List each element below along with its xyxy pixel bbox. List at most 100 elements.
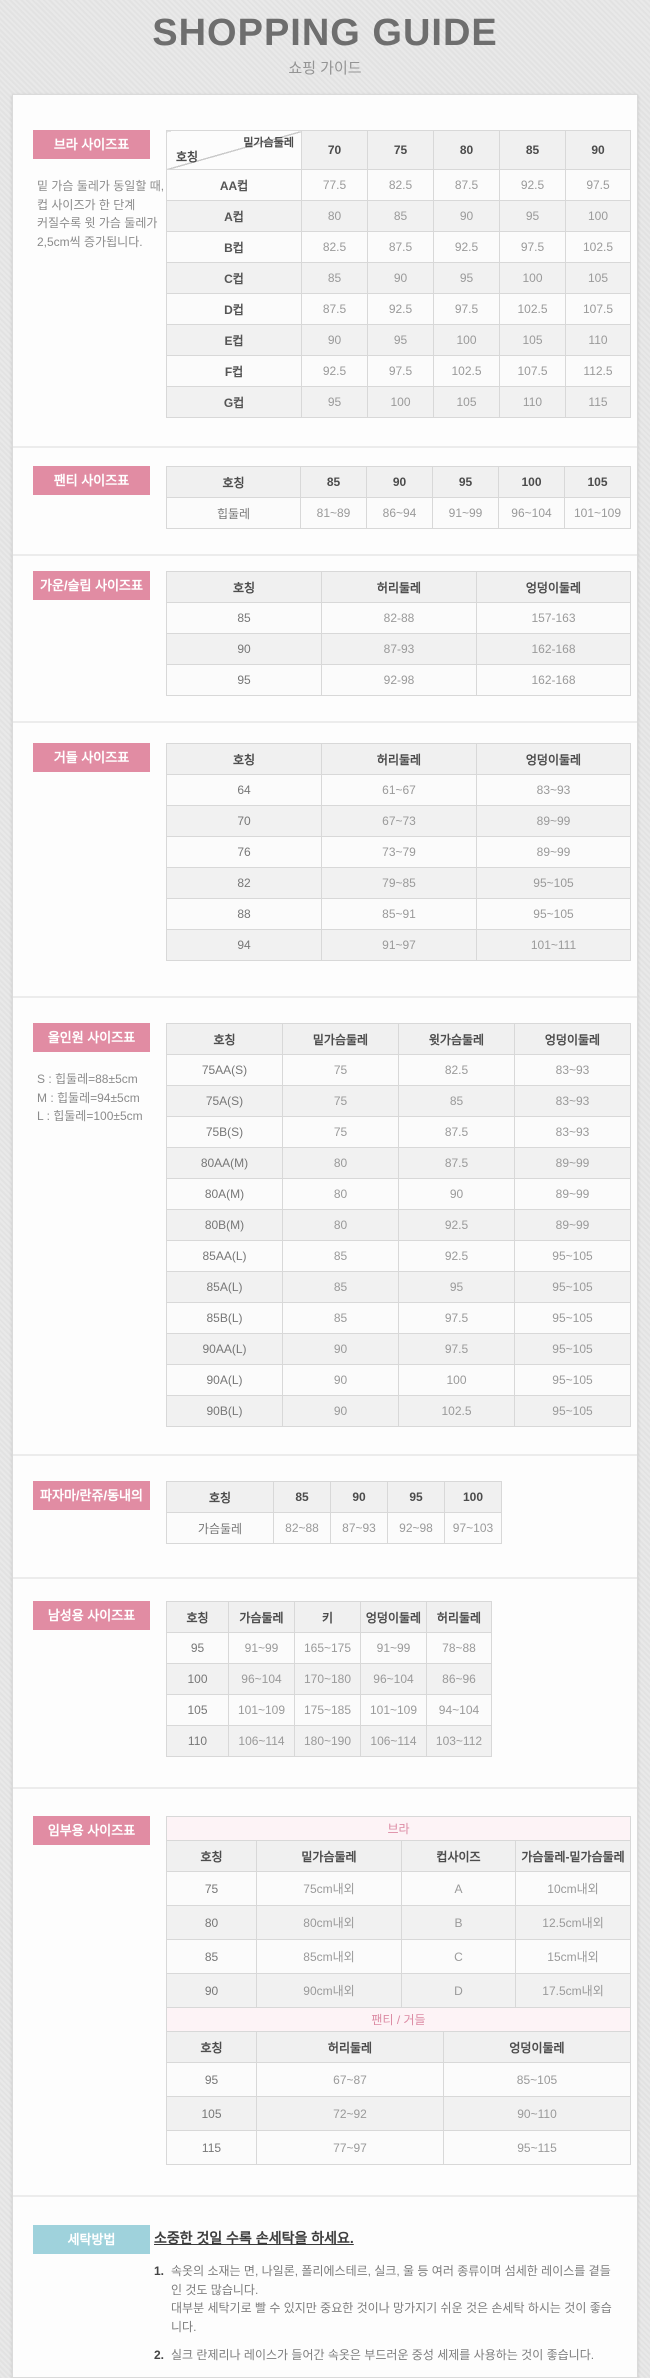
column-header: 호칭 [166,1481,274,1513]
row-label-cell: 76 [166,836,322,868]
table-row: B컵 82.5 87.5 92.5 97.5 102.5 [166,231,631,263]
bra-size-table: 밑가슴둘레 호칭 70 75 80 85 90 AA컵 77.5 82.5 87.5 92.5 97.5… [166,130,631,418]
row-label-cell: G컵 [166,386,302,418]
value-cell: 101~109 [360,1694,427,1726]
table-row: C컵 85 90 95 100 105 [166,262,631,294]
value-cell: 97.5 [367,355,434,387]
column-header: 엉덩이둘레 [360,1601,427,1633]
table-row: AA컵 77.5 82.5 87.5 92.5 97.5 [166,169,631,201]
value-cell: 96~104 [228,1663,295,1695]
table-row: 95 92-98 162-168 [166,664,631,696]
value-cell: 89~99 [476,805,631,837]
mens-section-label: 남성용 사이즈표 [33,1601,150,1630]
bra-section-note: 밑 가슴 둘레가 동일할 때, 컵 사이즈가 한 단계 커질수록 윗 가슴 둘레… [37,179,165,249]
value-cell: 92.5 [433,231,500,263]
section-bra-sizes: 브라 사이즈표 밑 가슴 둘레가 동일할 때, 컵 사이즈가 한 단계 커질수록… [13,95,637,446]
column-header: 80 [433,130,500,170]
value-cell: 89~99 [514,1178,631,1210]
column-header: 엉덩이둘레 [476,743,631,775]
table-row: 75 75cm내외 A 10cm내외 [166,1871,632,1906]
table-row: 80AA(M) 80 87.5 89~99 [166,1147,631,1179]
value-cell: 92~98 [387,1512,445,1544]
table-row: 75B(S) 75 87.5 83~93 [166,1116,631,1148]
washing-item-2: 2. 실크 란제리나 레이스가 들어간 속옷은 부드러운 중성 세제를 사용하는… [154,2346,617,2365]
table-row: 90AA(L) 90 97.5 95~105 [166,1333,631,1365]
panty-section-label: 팬티 사이즈표 [33,466,150,495]
value-cell: 87~93 [330,1512,388,1544]
value-cell: 100 [398,1364,515,1396]
value-cell: 157-163 [476,602,631,634]
panty-section-gutter: 팬티 사이즈표 [13,466,166,529]
row-label-cell: 75 [166,1871,257,1906]
value-cell: 83~93 [514,1085,631,1117]
value-cell: 97.5 [398,1333,515,1365]
value-cell: 95 [433,262,500,294]
value-cell: 95 [367,324,434,356]
row-label-cell: A컵 [166,200,302,232]
value-cell: 95~105 [476,898,631,930]
column-header: 90 [330,1481,388,1513]
column-header: 엉덩이둘레 [476,571,631,603]
pajama-size-table: 호칭 85 90 95 100 가슴둘레 82~88 87~93 92~98 97~103 [166,1481,502,1544]
row-label-cell: 90A(L) [166,1364,283,1396]
value-cell: 80cm내외 [256,1905,402,1940]
column-header: 윗가슴둘레 [398,1023,515,1055]
table-row: 90B(L) 90 102.5 95~105 [166,1395,631,1427]
page-title: SHOPPING GUIDE [152,12,498,54]
value-cell: 15cm내외 [514,1939,632,1974]
value-cell: 75 [282,1116,399,1148]
row-label-cell: 115 [166,2130,257,2165]
value-cell: B [401,1905,516,1940]
table-row: 76 73~79 89~99 [166,836,631,868]
girdle-section-label: 거들 사이즈표 [33,743,150,772]
value-cell: 92.5 [499,169,566,201]
row-label-cell: 95 [166,1632,229,1664]
diag-top-label: 밑가슴둘레 [243,137,294,149]
pajama-section-gutter: 파자마/란쥬/동내의 [13,1481,166,1544]
diag-bottom-label: 호칭 [176,150,199,164]
value-cell: 95~105 [514,1240,631,1272]
gown-section-label: 가운/슬립 사이즈표 [33,571,150,600]
value-cell: 107.5 [499,355,566,387]
value-cell: 101~109 [564,497,631,529]
row-label-cell: 90B(L) [166,1395,283,1427]
value-cell: 95~105 [514,1333,631,1365]
washing-item-1-number: 1. [154,2264,165,2278]
table-row: 105 72~92 90~110 [166,2096,631,2131]
allinone-section-label: 올인원 사이즈표 [33,1023,150,1052]
value-cell: 100 [433,324,500,356]
table-row: 95 91~99 165~175 91~99 78~88 [166,1632,492,1664]
value-cell: 87.5 [433,169,500,201]
row-label-cell: 85 [166,602,322,634]
bra-section-gutter: 브라 사이즈표 밑 가슴 둘레가 동일할 때, 컵 사이즈가 한 단계 커질수록… [13,130,166,418]
column-header: 90 [366,466,433,498]
column-header: 100 [498,466,565,498]
table-row: 70 67~73 89~99 [166,805,631,837]
column-header: 허리둘레 [256,2031,444,2063]
bra-section-label: 브라 사이즈표 [33,130,150,159]
value-cell: 87.5 [367,231,434,263]
value-cell: 95~105 [514,1271,631,1303]
value-cell: 162-168 [476,664,631,696]
row-label-cell: 85AA(L) [166,1240,283,1272]
pajama-section-label: 파자마/란쥬/동내의 [33,1481,150,1510]
row-label-cell: 힙둘레 [166,497,301,529]
value-cell: 96~104 [498,497,565,529]
value-cell: 97~103 [444,1512,502,1544]
row-label-cell: 95 [166,664,322,696]
washing-item-1: 1. 속옷의 소재는 면, 나일론, 폴리에스테르, 실크, 울 등 여러 종류… [154,2262,617,2336]
value-cell: 85 [301,262,368,294]
value-cell: 95~105 [514,1364,631,1396]
table-row: 80A(M) 80 90 89~99 [166,1178,631,1210]
value-cell: 100 [499,262,566,294]
value-cell: 77.5 [301,169,368,201]
column-header: 호칭 [166,1840,257,1872]
value-cell: 83~93 [514,1116,631,1148]
table-row: 100 96~104 170~180 96~104 86~96 [166,1663,492,1695]
allinone-section-gutter: 올인원 사이즈표 S : 힙둘레=88±5cm M : 힙둘레=94±5cm L… [13,1023,166,1427]
column-header: 95 [432,466,499,498]
column-header: 허리둘레 [426,1601,492,1633]
value-cell: 83~93 [514,1054,631,1086]
value-cell: 101~111 [476,929,631,961]
